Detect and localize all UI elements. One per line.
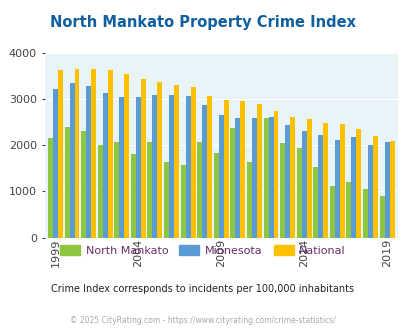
- Bar: [130, 153, 136, 238]
- Bar: [107, 70, 112, 238]
- Bar: [252, 118, 256, 238]
- Bar: [256, 104, 261, 238]
- Bar: [389, 141, 394, 238]
- Bar: [91, 69, 96, 238]
- Bar: [290, 116, 294, 238]
- Bar: [273, 111, 278, 238]
- Bar: [318, 136, 322, 238]
- Bar: [384, 142, 389, 238]
- Bar: [329, 186, 334, 238]
- Bar: [197, 142, 202, 238]
- Bar: [356, 129, 360, 238]
- Bar: [235, 118, 240, 238]
- Bar: [379, 196, 384, 238]
- Bar: [351, 137, 356, 238]
- Bar: [147, 142, 152, 238]
- Bar: [230, 128, 235, 238]
- Bar: [98, 145, 102, 238]
- Bar: [81, 131, 86, 238]
- Bar: [362, 189, 367, 238]
- Bar: [168, 95, 174, 238]
- Bar: [268, 117, 273, 238]
- Bar: [296, 148, 301, 238]
- Bar: [136, 97, 141, 238]
- Bar: [313, 167, 318, 238]
- Bar: [345, 182, 351, 238]
- Bar: [180, 165, 185, 238]
- Text: © 2025 CityRating.com - https://www.cityrating.com/crime-statistics/: © 2025 CityRating.com - https://www.city…: [70, 315, 335, 325]
- Bar: [190, 87, 195, 238]
- Bar: [322, 122, 327, 238]
- Bar: [367, 145, 372, 238]
- Bar: [246, 162, 252, 238]
- Bar: [279, 143, 284, 238]
- Bar: [152, 95, 157, 238]
- Bar: [64, 127, 69, 238]
- Bar: [53, 89, 58, 238]
- Bar: [58, 70, 63, 238]
- Bar: [75, 69, 79, 238]
- Bar: [157, 82, 162, 238]
- Bar: [185, 96, 190, 238]
- Bar: [301, 131, 306, 238]
- Bar: [164, 162, 168, 238]
- Bar: [174, 85, 179, 238]
- Bar: [240, 101, 245, 238]
- Bar: [334, 140, 339, 238]
- Bar: [306, 119, 311, 238]
- Text: North Mankato Property Crime Index: North Mankato Property Crime Index: [50, 15, 355, 30]
- Bar: [213, 152, 218, 238]
- Bar: [141, 79, 145, 238]
- Bar: [223, 100, 228, 238]
- Bar: [102, 93, 107, 238]
- Bar: [119, 97, 124, 238]
- Legend: North Mankato, Minnesota, National: North Mankato, Minnesota, National: [55, 241, 350, 260]
- Bar: [372, 136, 377, 238]
- Bar: [207, 96, 212, 238]
- Text: Crime Index corresponds to incidents per 100,000 inhabitants: Crime Index corresponds to incidents per…: [51, 284, 354, 294]
- Bar: [284, 125, 290, 238]
- Bar: [218, 115, 223, 238]
- Bar: [263, 118, 268, 238]
- Bar: [48, 138, 53, 238]
- Bar: [114, 142, 119, 238]
- Bar: [86, 86, 91, 238]
- Bar: [202, 105, 207, 238]
- Bar: [124, 74, 129, 238]
- Bar: [339, 124, 344, 238]
- Bar: [69, 83, 75, 238]
